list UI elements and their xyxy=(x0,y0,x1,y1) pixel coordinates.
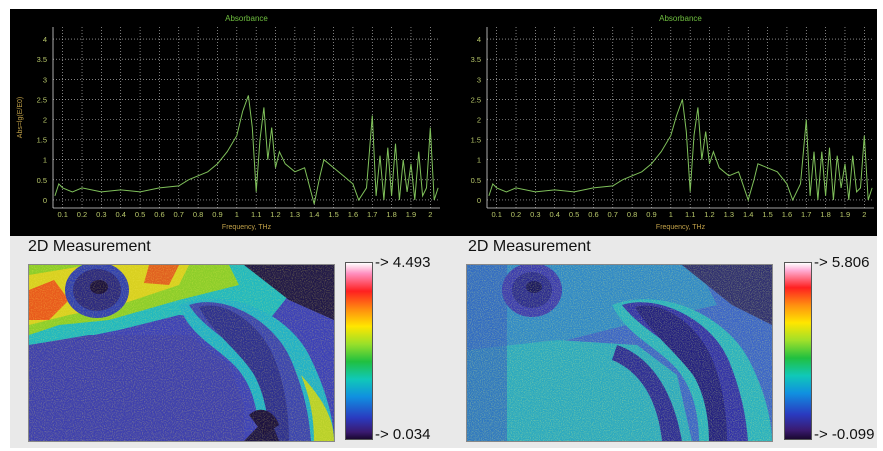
colorbar-min-label: -> 0.034 xyxy=(375,426,431,443)
y-axis-label: Abs=lg(E/E0) xyxy=(17,97,24,138)
x-tick-label: 1.8 xyxy=(820,210,830,219)
y-tick-label: 4 xyxy=(43,35,47,44)
x-tick-label: 1.2 xyxy=(270,210,280,219)
spectrum-panel: 0.1 0.2 0.3 0.4 0.5 0.6 0.7 0.8 0.9 1 1.1 1.2 1.3 1.4… xyxy=(10,9,877,236)
chart-title: Absorbance xyxy=(659,14,702,23)
x-tick-label: 0.1 xyxy=(491,210,501,219)
x-tick-label: 0.3 xyxy=(530,210,540,219)
x-tick-label: 1.9 xyxy=(840,210,850,219)
x-tick-label: 1.4 xyxy=(309,210,319,219)
x-axis-label: Frequency, THz xyxy=(222,224,272,231)
measurement-panel: 2D Measurement xyxy=(10,236,877,448)
heatmap-graphic xyxy=(29,265,334,441)
measurement-title: 2D Measurement xyxy=(468,238,591,255)
absorbance-series-line xyxy=(54,95,439,205)
x-tick-label: 1.3 xyxy=(724,210,734,219)
heatmap-image-left[interactable] xyxy=(28,264,335,442)
y-tick-label: 2 xyxy=(43,116,47,125)
y-tick-label: 0.5 xyxy=(37,176,47,185)
x-tick-label: 1.9 xyxy=(406,210,416,219)
x-tick-label: 0.6 xyxy=(154,210,164,219)
x-tick-label: 0.7 xyxy=(608,210,618,219)
x-tick-label: 0.4 xyxy=(550,210,560,219)
y-tick-label: 3 xyxy=(477,75,481,84)
y-tick-label: 1.5 xyxy=(37,136,47,145)
y-tick-label: 1 xyxy=(477,156,481,165)
measurement-title: 2D Measurement xyxy=(28,238,151,255)
x-tick-label: 0.9 xyxy=(646,210,656,219)
x-tick-label: 1.7 xyxy=(367,210,377,219)
x-tick-label: 1.4 xyxy=(743,210,753,219)
x-tick-label: 0.3 xyxy=(96,210,106,219)
y-tick-label: 3.5 xyxy=(37,55,47,64)
x-tick-label: 0.1 xyxy=(57,210,67,219)
colorbar-max-label: -> 4.493 xyxy=(375,254,431,271)
y-tick-label: 4 xyxy=(477,35,481,44)
colorbar-right xyxy=(784,262,812,440)
y-tick-label: 2 xyxy=(477,116,481,125)
measurement-left: 2D Measurement xyxy=(10,236,443,448)
absorbance-chart-left: 0.1 0.2 0.3 0.4 0.5 0.6 0.7 0.8 0.9 1 1.1 1.2 1.3 1.4… xyxy=(17,14,440,231)
y-tick-label: 0.5 xyxy=(471,176,481,185)
x-tick-label: 2 xyxy=(862,210,866,219)
x-tick-label: 0.5 xyxy=(135,210,145,219)
y-tick-label: 3.5 xyxy=(471,55,481,64)
x-tick-label: 1 xyxy=(235,210,239,219)
x-tick-label: 1.8 xyxy=(386,210,396,219)
x-tick-label: 0.8 xyxy=(193,210,203,219)
colorbar-max-label: -> 5.806 xyxy=(814,254,870,271)
x-tick-label: 0.2 xyxy=(77,210,87,219)
absorbance-series-line xyxy=(488,99,873,202)
absorbance-chart-right: 0.1 0.2 0.3 0.4 0.5 0.6 0.7 0.8 0.9 1 1.1 1.2 1.3 1.4… xyxy=(471,14,874,231)
y-tick-label: 1.5 xyxy=(471,136,481,145)
y-tick-label: 2.5 xyxy=(37,95,47,104)
x-tick-label: 0.7 xyxy=(174,210,184,219)
x-tick-label: 0.9 xyxy=(212,210,222,219)
x-tick-label: 1.7 xyxy=(801,210,811,219)
measurement-right: 2D Measurement xyxy=(450,236,877,448)
x-tick-label: 1.6 xyxy=(348,210,358,219)
x-tick-label: 1.6 xyxy=(782,210,792,219)
x-tick-label: 0.8 xyxy=(627,210,637,219)
y-tick-label: 1 xyxy=(43,156,47,165)
y-tick-label: 3 xyxy=(43,75,47,84)
x-tick-label: 2 xyxy=(428,210,432,219)
x-tick-label: 1.5 xyxy=(328,210,338,219)
chart-title: Absorbance xyxy=(225,14,268,23)
y-tick-label: 0 xyxy=(43,196,47,205)
x-tick-label: 1.3 xyxy=(290,210,300,219)
x-tick-label: 0.5 xyxy=(569,210,579,219)
x-axis-label: Frequency, THz xyxy=(656,224,706,231)
x-tick-label: 0.4 xyxy=(116,210,126,219)
colorbar-min-label: -> -0.099 xyxy=(814,426,875,443)
colorbar-left xyxy=(345,262,373,440)
x-tick-label: 1.1 xyxy=(251,210,261,219)
x-tick-label: 1.5 xyxy=(762,210,772,219)
x-tick-label: 1.1 xyxy=(685,210,695,219)
heatmap-image-right[interactable] xyxy=(466,264,773,442)
x-tick-label: 0.2 xyxy=(511,210,521,219)
x-tick-label: 1.2 xyxy=(704,210,714,219)
x-tick-label: 0.6 xyxy=(588,210,598,219)
x-tick-label: 1 xyxy=(669,210,673,219)
heatmap-graphic xyxy=(467,265,772,441)
y-tick-label: 0 xyxy=(477,196,481,205)
y-tick-label: 2.5 xyxy=(471,95,481,104)
